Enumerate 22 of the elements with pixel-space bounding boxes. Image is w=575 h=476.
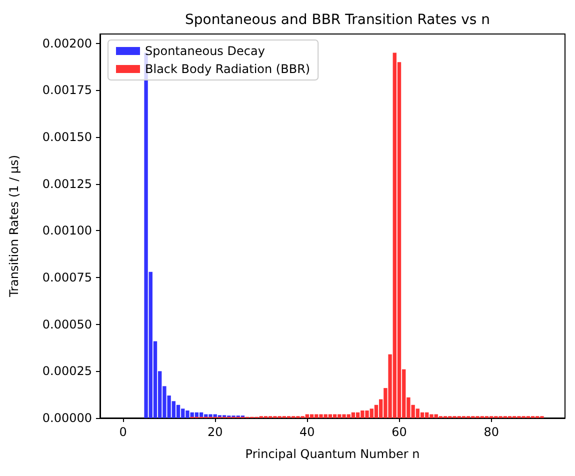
y-tick-label: 0.00100: [42, 224, 92, 238]
y-tick-label: 0.00125: [42, 176, 92, 191]
legend-label: Spontaneous Decay: [145, 44, 265, 58]
bar: [176, 404, 180, 418]
y-tick-label: 0.00075: [42, 270, 92, 285]
chart-title: Spontaneous and BBR Transition Rates vs n: [184, 12, 490, 28]
bar: [420, 412, 424, 418]
x-tick-label: 60: [392, 425, 407, 439]
x-tick-label: 20: [207, 425, 223, 439]
x-tick-label: 40: [300, 425, 315, 439]
y-tick-label: 0.00150: [42, 130, 92, 144]
bar: [351, 412, 356, 418]
x-axis-title: Principal Quantum Number n: [245, 447, 420, 461]
x-tick-label: 0: [119, 425, 127, 439]
y-tick-label: 0.00025: [42, 364, 92, 378]
x-tick-label: 80: [484, 425, 499, 439]
y-tick-label: 0.00000: [42, 411, 92, 425]
y-tick-label: 0.00200: [42, 36, 92, 50]
y-tick-label: 0.00050: [42, 317, 92, 332]
y-tick-label: 0.00175: [42, 83, 92, 98]
legend-label: Black Body Radiation (BBR): [145, 62, 310, 76]
y-axis-title: Transition Rates (1 / μs): [7, 155, 21, 298]
